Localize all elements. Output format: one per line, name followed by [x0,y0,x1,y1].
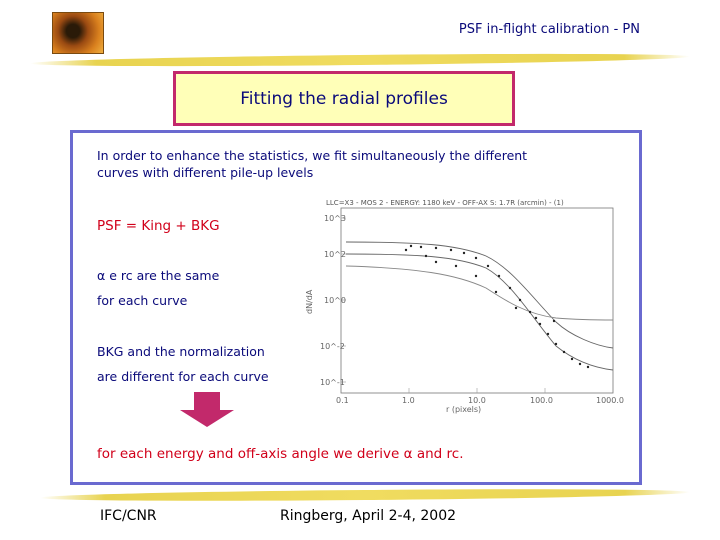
slide-title-text: Fitting the radial profiles [240,88,448,109]
intro-line-1: In order to enhance the statistics, we f… [97,148,528,163]
model-equation: PSF = King + BKG [97,218,220,234]
fit-curve-2 [345,253,614,371]
plot-frame [340,207,614,394]
x-tick-5: 1000.0 [596,396,624,405]
x-tick-1: 0.1 [336,396,349,405]
param-line-2: for each curve [97,293,188,308]
x-tick-4: 100.0 [530,396,553,405]
bkg-line-2: are different for each curve [97,369,269,384]
top-divider [29,51,691,69]
bkg-line-1: BKG and the normalization [97,344,265,359]
footer-center: Ringberg, April 2-4, 2002 [280,508,457,524]
x-axis-label: r (pixels) [446,405,481,414]
conclusion: for each energy and off-axis angle we de… [97,446,464,462]
y-tick-2: 10^2 [324,250,346,259]
logo [52,12,104,54]
y-tick-5: 10^-1 [320,378,345,387]
footer-left: IFC/CNR [100,508,157,524]
radial-profile-plot: LLC=X3 - MOS 2 - ENERGY: 1180 keV - OFF-… [305,199,624,414]
content-box [70,130,642,485]
plot-header: LLC=X3 - MOS 2 - ENERGY: 1180 keV - OFF-… [326,199,564,207]
intro-line-2: curves with different pile-up levels [97,165,314,180]
x-tick-3: 10.0 [468,396,486,405]
x-tick-2: 1.0 [402,396,415,405]
fit-curve-3 [345,265,614,321]
y-tick-1: 10^3 [324,214,346,223]
data-points-series [404,244,590,369]
slide-title: Fitting the radial profiles [173,71,515,126]
y-tick-4: 10^-2 [320,342,345,351]
bottom-divider [39,487,691,503]
down-arrow-icon [180,392,234,427]
header-title: PSF in-flight calibration - PN [458,22,640,37]
y-tick-3: 10^0 [324,296,346,305]
fit-curve-1 [345,241,614,349]
y-axis-label: dN/dA [305,289,314,314]
param-line-1: α e rc are the same [97,268,220,283]
